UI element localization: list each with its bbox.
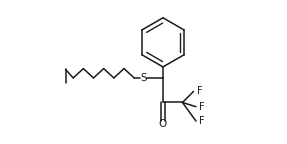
Text: O: O xyxy=(159,119,167,129)
Text: F: F xyxy=(199,102,205,112)
Text: F: F xyxy=(197,87,203,96)
Text: S: S xyxy=(140,73,147,83)
Text: F: F xyxy=(199,116,205,126)
